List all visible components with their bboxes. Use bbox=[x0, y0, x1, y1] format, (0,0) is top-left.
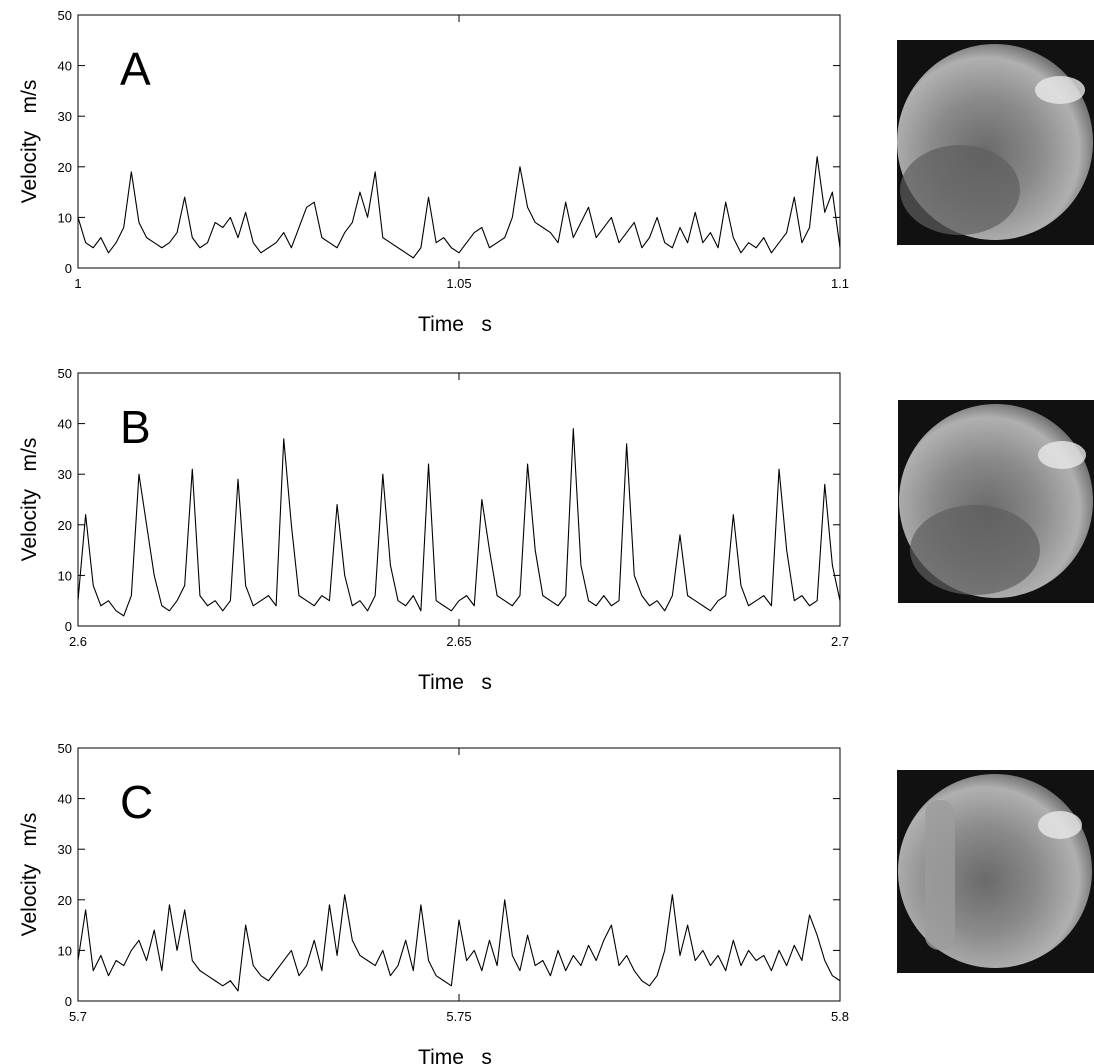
y-tick-label: 10 bbox=[58, 210, 72, 225]
y-tick-label: 50 bbox=[58, 741, 72, 756]
y-tick-label: 0 bbox=[65, 261, 72, 276]
y-tick-label: 10 bbox=[58, 943, 72, 958]
y-tick-label: 20 bbox=[58, 518, 72, 533]
y-axis-label: Velocity m/s bbox=[18, 813, 41, 937]
x-tick-label: 2.7 bbox=[831, 634, 849, 649]
y-tick-label: 40 bbox=[58, 59, 72, 74]
panel-label: C bbox=[120, 776, 153, 828]
panel-label: B bbox=[120, 401, 151, 453]
y-tick-label: 30 bbox=[58, 109, 72, 124]
y-tick-label: 20 bbox=[58, 160, 72, 175]
plot-frame bbox=[77, 14, 841, 269]
y-tick-label: 40 bbox=[58, 792, 72, 807]
plot-frame bbox=[77, 747, 841, 1002]
y-tick-label: 50 bbox=[58, 8, 72, 23]
y-tick-label: 30 bbox=[58, 467, 72, 482]
plot-frame bbox=[77, 372, 841, 627]
x-tick-label: 1.1 bbox=[831, 276, 849, 291]
x-tick-label: 5.75 bbox=[446, 1009, 471, 1024]
x-tick-label: 5.8 bbox=[831, 1009, 849, 1024]
x-axis-label: Time s bbox=[418, 1046, 492, 1064]
data-line bbox=[77, 428, 841, 617]
y-tick-label: 30 bbox=[58, 842, 72, 857]
x-axis-label: Time s bbox=[418, 313, 492, 336]
endoscope-image bbox=[897, 770, 1094, 973]
y-tick-label: 10 bbox=[58, 568, 72, 583]
y-tick-label: 0 bbox=[65, 994, 72, 1009]
x-tick-label: 5.7 bbox=[69, 1009, 87, 1024]
x-axis-label: Time s bbox=[418, 671, 492, 694]
y-tick-label: 0 bbox=[65, 619, 72, 634]
y-axis-label: Velocity m/s bbox=[18, 438, 41, 562]
data-line bbox=[77, 894, 841, 992]
y-tick-label: 50 bbox=[58, 366, 72, 381]
panel-label: A bbox=[120, 43, 151, 95]
x-tick-label: 1.05 bbox=[446, 276, 471, 291]
x-tick-label: 2.65 bbox=[446, 634, 471, 649]
data-line bbox=[77, 156, 841, 259]
x-tick-label: 1 bbox=[74, 276, 81, 291]
y-tick-label: 40 bbox=[58, 417, 72, 432]
endoscope-image bbox=[898, 400, 1094, 603]
endoscope-image bbox=[897, 40, 1094, 245]
y-axis-label: Velocity m/s bbox=[18, 80, 41, 204]
y-tick-label: 20 bbox=[58, 893, 72, 908]
x-tick-label: 2.6 bbox=[69, 634, 87, 649]
